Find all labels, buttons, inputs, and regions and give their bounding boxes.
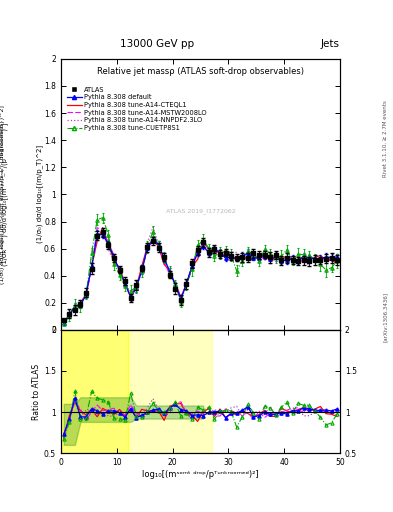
Bar (61, 330, 128, 453)
Text: (1/σ₀) dσ/d log₁₀[(m^{soft drop}/p_T^{ungroomed})^2]: (1/σ₀) dσ/d log₁₀[(m^{soft drop}/p_T^{un… (0, 105, 5, 284)
Text: 13000 GeV pp: 13000 GeV pp (120, 38, 194, 49)
Bar (128, 330, 211, 453)
Text: [arXiv:1306.3436]: [arXiv:1306.3436] (383, 292, 387, 343)
Y-axis label: Ratio to ATLAS: Ratio to ATLAS (32, 364, 41, 419)
Text: Rivet 3.1.10, ≥ 2.7M events: Rivet 3.1.10, ≥ 2.7M events (383, 100, 387, 177)
Y-axis label: (1/σ₀) dσ/d log₁₀[(m/p_T)^2]: (1/σ₀) dσ/d log₁₀[(m/p_T)^2] (36, 145, 42, 244)
Text: Relative jet massρ (ATLAS soft-drop observables): Relative jet massρ (ATLAS soft-drop obse… (97, 67, 304, 76)
Text: Jets: Jets (321, 38, 340, 49)
Text: (1/σʀᵉˢᵘᵐ) dσ/d log₁₀[(mˢᵒᵎᵗ ᵈʳᵒᵖ/(pᵀᵘⁿᵏʳᵒᵒᵐᵉᵈ)²]: (1/σʀᵉˢᵘᵐ) dσ/d log₁₀[(mˢᵒᵎᵗ ᵈʳᵒᵖ/(pᵀᵘⁿᵏ… (0, 123, 8, 266)
Legend: ATLAS, Pythia 8.308 default, Pythia 8.308 tune-A14-CTEQL1, Pythia 8.308 tune-A14: ATLAS, Pythia 8.308 default, Pythia 8.30… (67, 87, 206, 131)
X-axis label: log₁₀[(mˢᵒᵐᵗ ᵈʳᵒᵖ/pᵀᵘⁿᵏʳᵒᵒᵐᵉᵈ)²]: log₁₀[(mˢᵒᵐᵗ ᵈʳᵒᵖ/pᵀᵘⁿᵏʳᵒᵒᵐᵉᵈ)²] (142, 470, 259, 479)
Text: ATLAS 2019_I1772062: ATLAS 2019_I1772062 (165, 208, 235, 214)
